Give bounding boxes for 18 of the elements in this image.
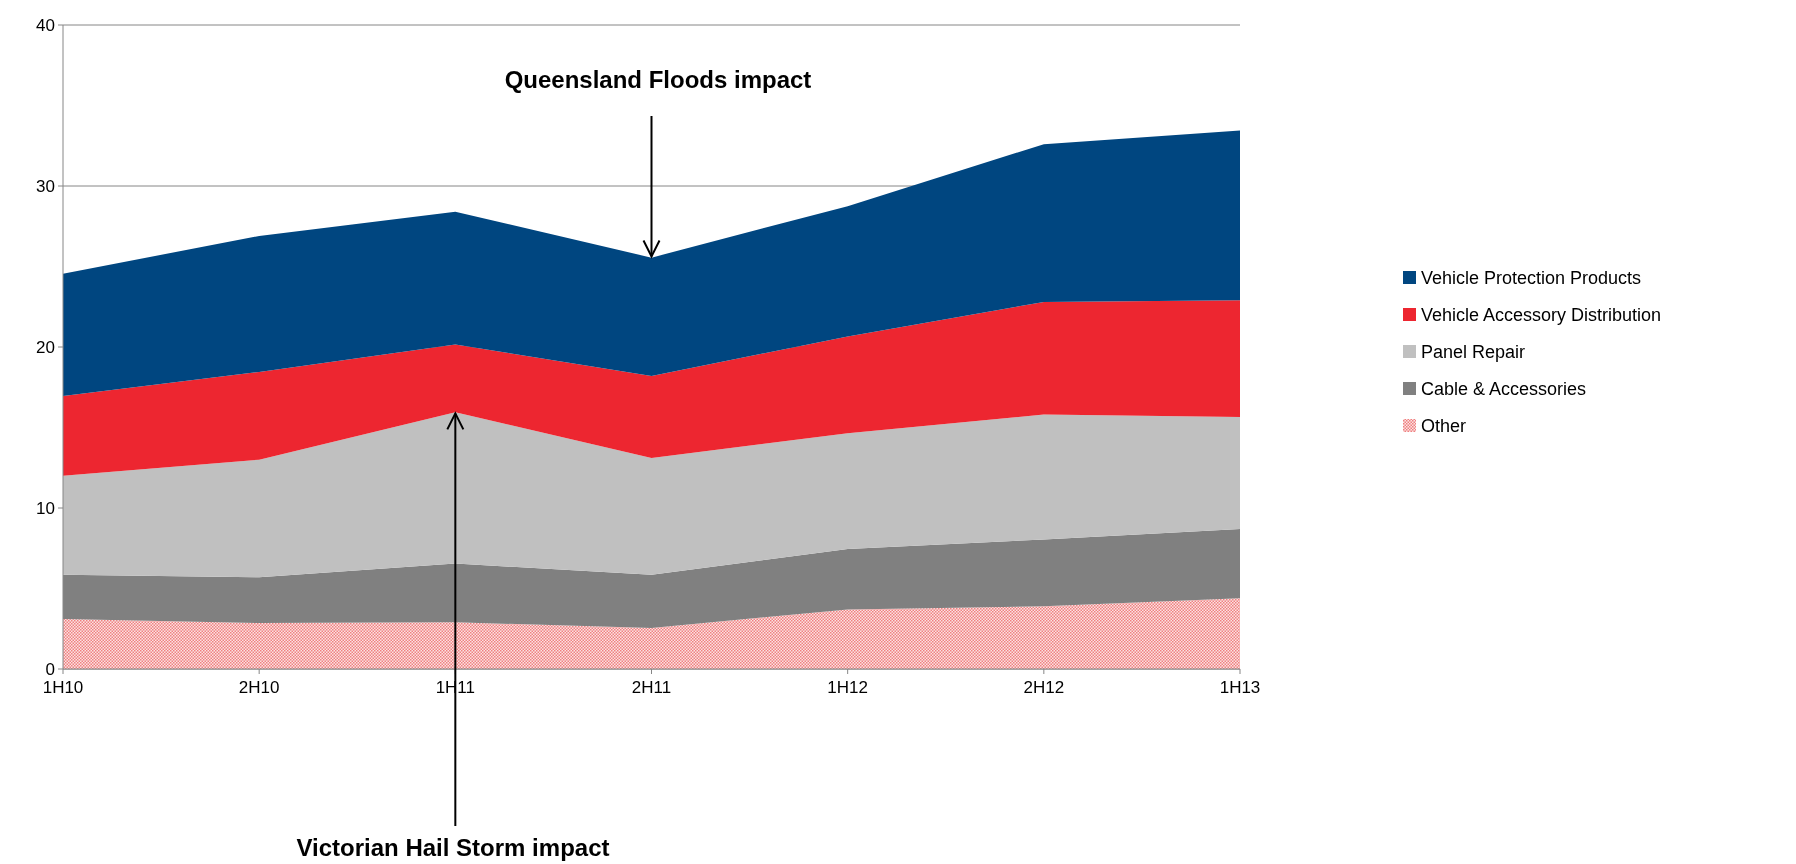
legend-label: Panel Repair xyxy=(1421,342,1526,363)
x-tick-label: 2H11 xyxy=(631,678,672,697)
legend-label: Vehicle Protection Products xyxy=(1421,268,1642,289)
legend-label: Vehicle Accessory Distribution xyxy=(1421,305,1662,326)
y-tick-label: 30 xyxy=(36,176,55,196)
annotation: Victorian Hail Storm impact xyxy=(296,834,610,861)
x-tick-label: 2H10 xyxy=(238,678,280,697)
legend-label: Other xyxy=(1421,416,1467,437)
x-tick-label: 1H13 xyxy=(1219,678,1261,697)
x-tick-label: 2H12 xyxy=(1023,678,1065,697)
y-tick-label: 0 xyxy=(45,659,55,679)
y-tick-label: 20 xyxy=(36,337,55,357)
x-tick-label: 1H10 xyxy=(42,678,84,697)
annotation: Queensland Floods impact xyxy=(504,66,812,93)
x-tick-label: 1H12 xyxy=(827,678,868,697)
legend-label: Cable & Accessories xyxy=(1421,379,1587,400)
y-tick-label: 10 xyxy=(36,498,55,518)
y-tick-label: 40 xyxy=(36,15,55,35)
